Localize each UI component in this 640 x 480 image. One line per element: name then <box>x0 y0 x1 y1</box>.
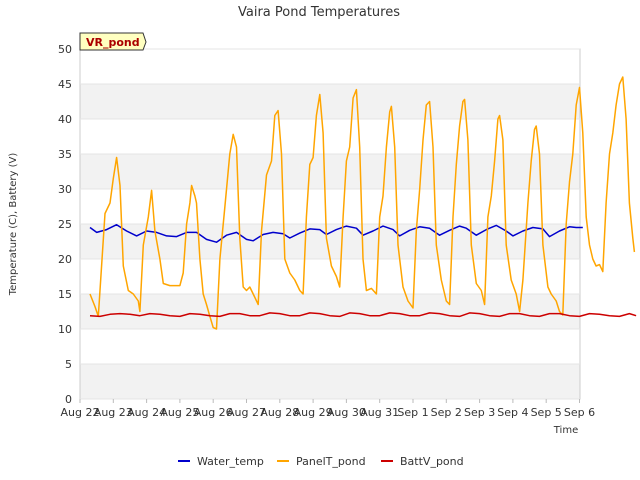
x-tick-label: Aug 22 <box>61 406 100 419</box>
x-tick-label: Sep 3 <box>464 406 495 419</box>
x-tick-label: Sep 6 <box>564 406 595 419</box>
legend-label: PanelT_pond <box>296 455 366 468</box>
legend-label: Water_temp <box>197 455 264 468</box>
legend-label: BattV_pond <box>400 455 464 468</box>
y-tick-label: 50 <box>58 43 72 56</box>
plot-band <box>80 364 580 399</box>
y-tick-label: 25 <box>58 218 72 231</box>
x-tick-label: Sep 5 <box>531 406 562 419</box>
x-tick-label: Aug 30 <box>327 406 366 419</box>
x-tick-label: Aug 27 <box>227 406 266 419</box>
plot-band <box>80 154 580 189</box>
y-tick-label: 10 <box>58 323 72 336</box>
y-tick-label: 45 <box>58 78 72 91</box>
chart-title: Vaira Pond Temperatures <box>238 5 400 20</box>
station-badge-box <box>79 32 147 51</box>
station-badge-label: VR_pond <box>86 36 140 49</box>
series-lines <box>89 76 637 330</box>
plot-background-bands <box>80 84 580 399</box>
x-tick-label: Aug 28 <box>260 406 299 419</box>
legend: Water_temp PanelT_pond BattV_pond <box>178 455 464 468</box>
gridlines <box>80 48 580 400</box>
plot-band <box>80 294 580 329</box>
y-tick-label: 15 <box>58 288 72 301</box>
y-tick-label: 0 <box>65 393 72 406</box>
plot-band <box>80 84 580 119</box>
x-tick-label: Aug 24 <box>127 406 166 419</box>
y-tick-label: 5 <box>65 358 72 371</box>
y-tick-label: 35 <box>58 148 72 161</box>
series-line-water-temp <box>89 223 583 243</box>
series-line-panelt-pond <box>89 76 636 330</box>
station-badge: VR_pond <box>79 32 147 51</box>
x-tick-label: Aug 23 <box>94 406 133 419</box>
y-axis-ticks: 0 5 10 15 20 25 30 35 40 45 50 <box>58 43 72 406</box>
x-axis-label: Time <box>553 425 578 436</box>
x-tick-label: Sep 4 <box>497 406 528 419</box>
plot-band <box>80 224 580 259</box>
x-tick-label: Aug 25 <box>160 406 199 419</box>
y-tick-label: 30 <box>58 183 72 196</box>
y-axis-label: Temperature (C), Battery (V) <box>8 153 19 297</box>
x-tick-label: Sep 2 <box>431 406 462 419</box>
x-tick-label: Sep 1 <box>397 406 428 419</box>
y-tick-label: 40 <box>58 113 72 126</box>
series-line-battv-pond <box>89 312 637 318</box>
y-tick-label: 20 <box>58 253 72 266</box>
x-tick-label: Aug 31 <box>360 406 399 419</box>
x-tick-label: Aug 29 <box>294 406 333 419</box>
x-tick-label: Aug 26 <box>194 406 233 419</box>
